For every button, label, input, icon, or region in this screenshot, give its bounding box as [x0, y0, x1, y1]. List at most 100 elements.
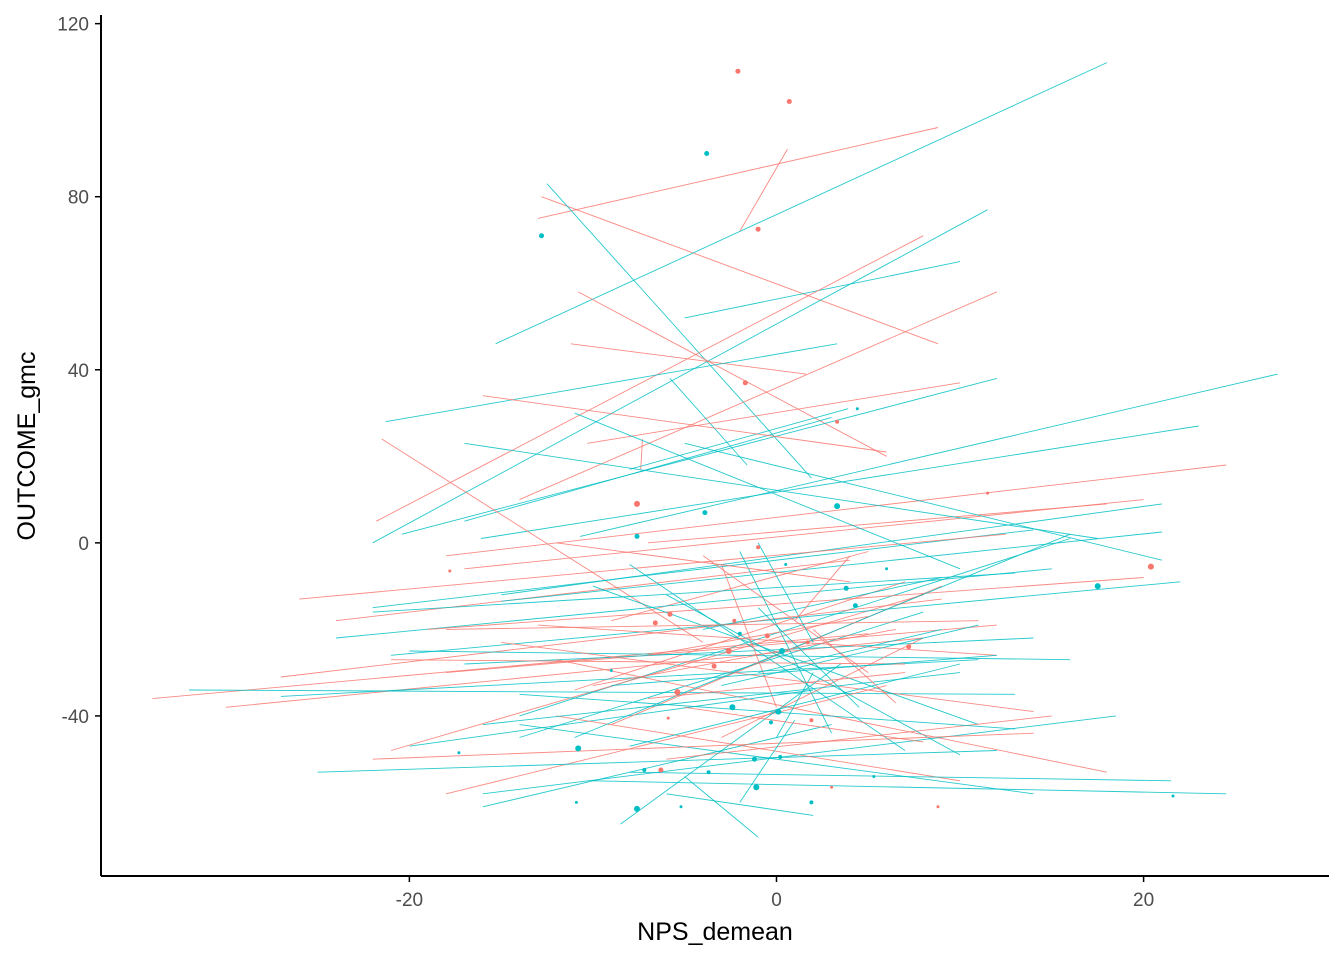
y-tick-label-1: 0	[78, 534, 89, 555]
fit-line-25	[464, 499, 1144, 570]
data-point-22	[652, 620, 658, 626]
fit-line-58	[757, 542, 814, 643]
fit-line-5	[372, 209, 988, 544]
fit-line-16	[401, 377, 997, 535]
x-tick-label-1: 0	[771, 890, 782, 911]
fit-line-36	[574, 581, 906, 691]
fit-line-18	[480, 425, 1199, 539]
y-axis-title: OUTCOME_gmc	[13, 352, 41, 541]
fit-line-10	[385, 343, 838, 423]
data-point-7	[855, 407, 859, 411]
fit-line-71	[684, 776, 759, 838]
data-point-23	[732, 618, 737, 623]
fit-line-17	[464, 416, 832, 522]
x-tick-label-2: 20	[1133, 890, 1154, 911]
fit-line-91	[757, 628, 942, 674]
data-point-36	[809, 718, 814, 723]
data-point-4	[539, 233, 544, 239]
data-point-25	[764, 633, 770, 639]
data-point-15	[756, 545, 761, 550]
data-point-10	[702, 510, 708, 516]
data-point-47	[634, 805, 640, 812]
fit-line-40	[427, 577, 1144, 630]
fit-line-24	[446, 464, 1227, 557]
fit-line-92	[611, 654, 997, 687]
data-point-2	[704, 151, 710, 156]
data-point-35	[666, 716, 670, 720]
fit-line-50	[537, 624, 997, 656]
data-point-50	[809, 800, 814, 805]
data-point-12	[986, 491, 990, 495]
fit-line-15	[587, 382, 961, 444]
fit-line-53	[629, 564, 906, 751]
data-point-37	[769, 720, 773, 725]
fit-line-69	[666, 715, 1052, 760]
fit-line-21	[482, 395, 887, 453]
fit-line-12	[669, 378, 748, 466]
fit-line-32	[684, 442, 1163, 561]
data-point-48	[574, 800, 578, 804]
fit-line-52	[592, 585, 979, 726]
data-point-32	[674, 689, 681, 696]
data-point-52	[936, 805, 940, 809]
y-tick-label-3: 80	[68, 188, 89, 209]
data-point-42	[642, 768, 647, 772]
fit-line-14	[629, 408, 849, 470]
fit-line-86	[794, 555, 851, 621]
fit-line-79	[482, 672, 961, 726]
fit-line-95	[629, 663, 961, 747]
fit-line-9	[570, 343, 806, 375]
fit-line-42	[280, 598, 942, 678]
fit-line-19	[579, 373, 1278, 537]
fit-line-85	[739, 719, 796, 803]
fit-line-0	[537, 127, 939, 219]
fit-line-90	[721, 624, 979, 687]
fit-line-7	[376, 235, 924, 522]
fit-line-93	[647, 672, 906, 700]
fit-line-2	[541, 196, 939, 345]
fit-line-44	[152, 633, 869, 700]
fit-line-6	[684, 261, 961, 319]
fit-line-67	[592, 780, 1227, 795]
data-point-9	[834, 503, 841, 510]
fit-line-11	[519, 291, 997, 501]
fit-line-22	[647, 503, 1107, 544]
fit-line-87	[556, 542, 850, 583]
data-point-18	[448, 569, 452, 573]
data-point-29	[906, 644, 912, 650]
data-point-51	[830, 785, 834, 789]
data-point-44	[706, 770, 711, 775]
fit-lines-layer	[152, 62, 1278, 838]
data-point-46	[753, 784, 760, 791]
fit-line-37	[611, 551, 869, 622]
data-point-19	[843, 585, 849, 591]
fit-line-13	[640, 438, 643, 470]
fit-line-89	[390, 659, 906, 665]
data-point-16	[784, 563, 788, 566]
fit-line-51	[501, 641, 1034, 713]
fit-line-27	[372, 529, 1034, 609]
data-point-30	[711, 663, 717, 669]
x-tick-label-0: -20	[396, 890, 423, 911]
fit-line-76	[703, 577, 942, 630]
data-point-24	[737, 631, 742, 636]
data-point-49	[679, 805, 683, 809]
data-point-5	[742, 380, 748, 386]
y-tick-label-0: -40	[62, 707, 89, 728]
fit-line-31	[574, 412, 961, 570]
fit-line-35	[519, 611, 924, 738]
fit-line-8	[577, 291, 887, 457]
fit-line-39	[335, 568, 1052, 639]
fit-line-68	[629, 771, 1172, 782]
data-point-31	[609, 669, 613, 672]
y-tick-label-2: 40	[68, 361, 89, 382]
data-point-6	[835, 419, 840, 424]
fit-line-88	[446, 620, 979, 630]
data-point-20	[852, 603, 858, 609]
data-point-33	[729, 704, 736, 711]
data-point-41	[778, 755, 783, 759]
data-point-17	[885, 567, 889, 571]
fit-line-1	[739, 148, 788, 232]
data-point-39	[457, 751, 461, 755]
